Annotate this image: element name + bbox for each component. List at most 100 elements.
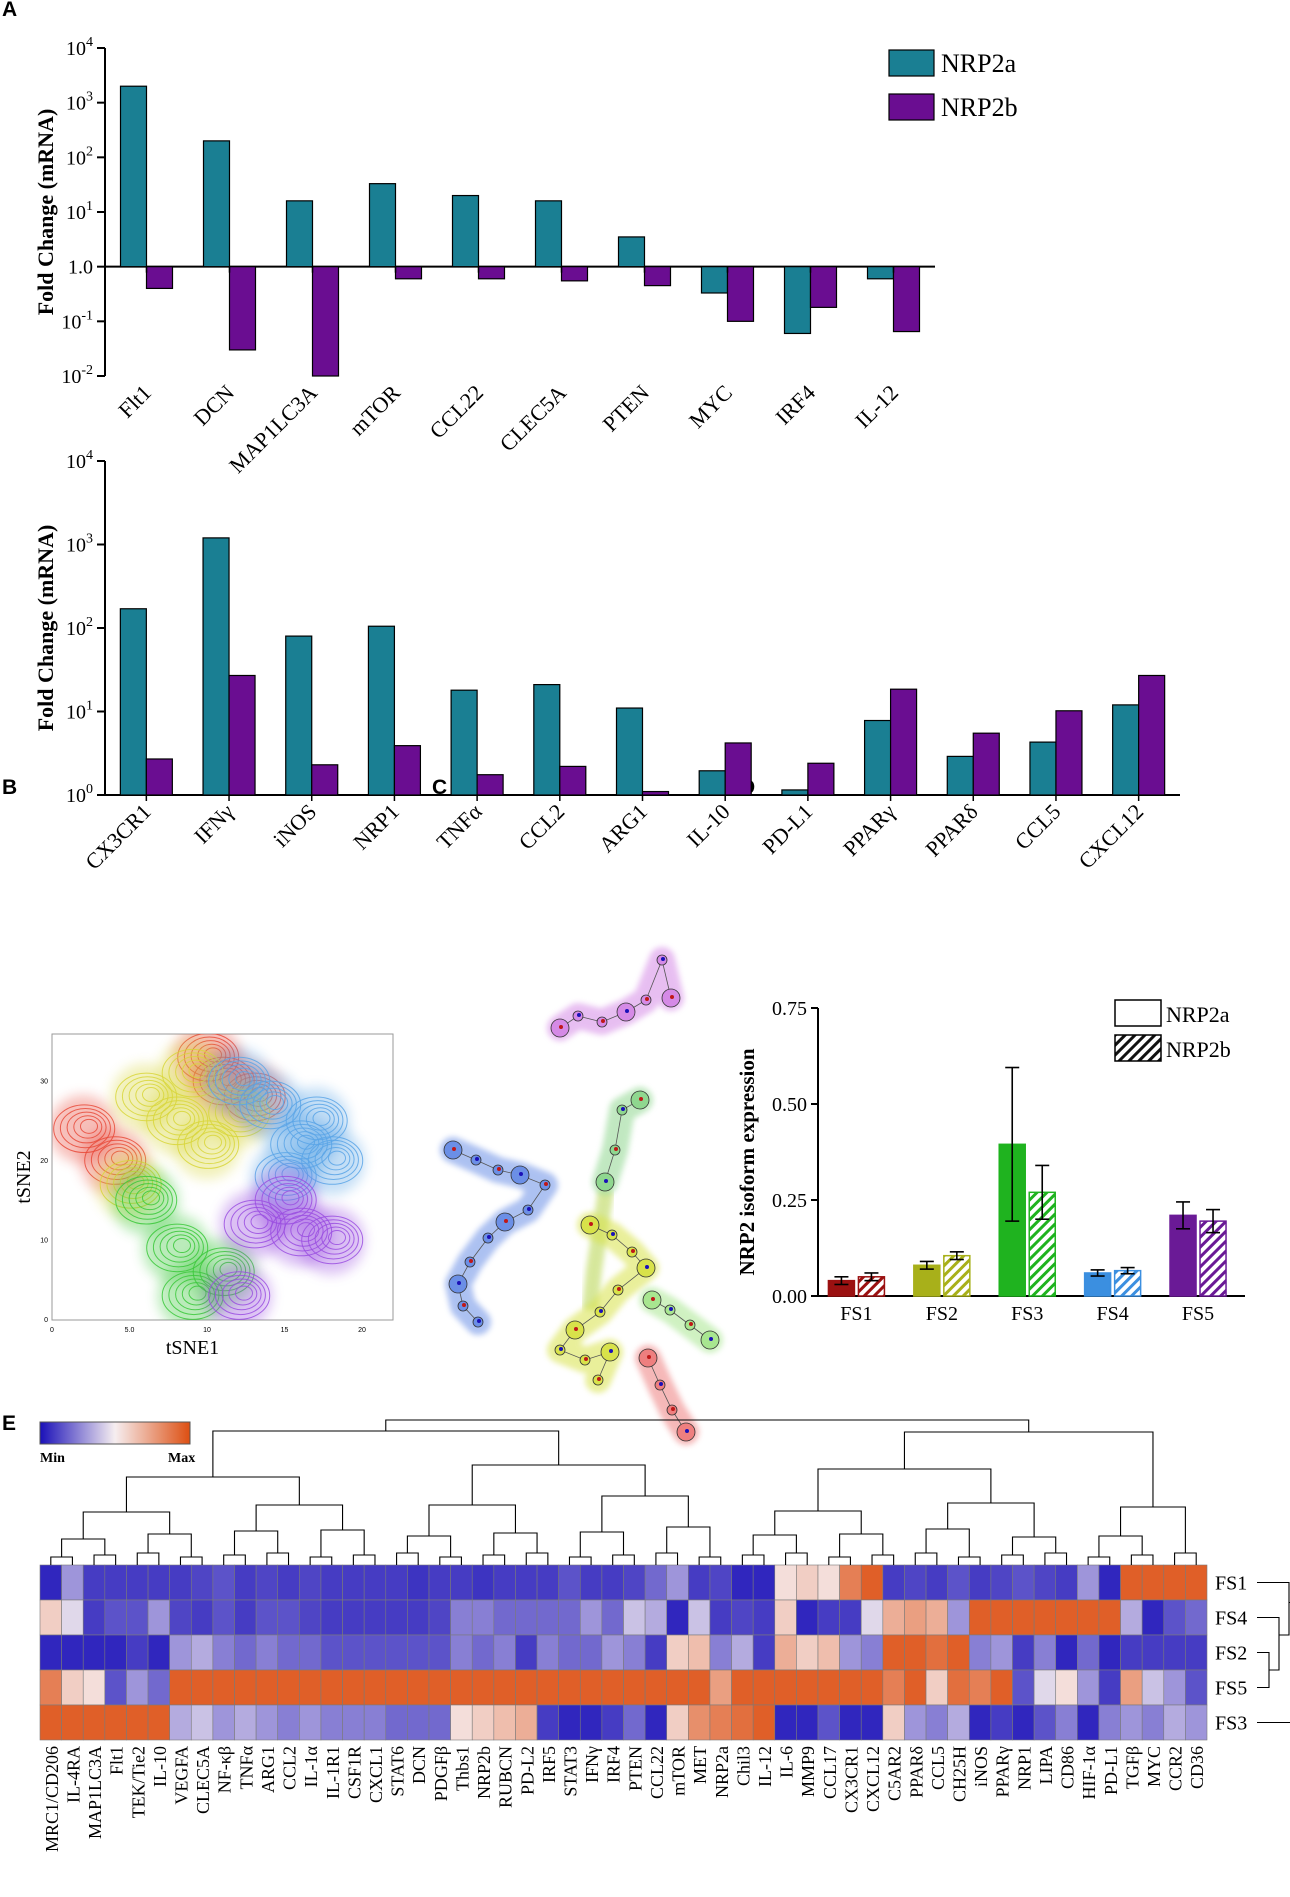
dendro-link	[1044, 1552, 1068, 1565]
x-tick-label: FS3	[1011, 1303, 1043, 1325]
heat-cell	[1033, 1564, 1057, 1601]
contour-line	[281, 1190, 300, 1206]
heat-cell	[817, 1634, 840, 1671]
tree-node-dot	[670, 995, 674, 999]
heat-cell	[1098, 1634, 1121, 1671]
heat-cell	[558, 1669, 581, 1706]
dendro-link	[957, 1556, 981, 1565]
dendro-link	[212, 1430, 560, 1477]
heat-cell	[299, 1599, 322, 1636]
heat-cell	[82, 1634, 106, 1671]
column-label: CD86	[1058, 1746, 1078, 1789]
dendro-link	[82, 1511, 171, 1539]
heat-cell	[147, 1704, 170, 1741]
heat-cell	[947, 1564, 970, 1601]
dendro-link	[396, 1552, 419, 1565]
heat-cell	[212, 1669, 235, 1706]
contour-line	[305, 1107, 335, 1131]
heat-cell	[471, 1669, 495, 1706]
legend-swatch-nrp2a	[1114, 999, 1162, 1027]
dendro-link	[482, 1554, 506, 1565]
column-label: STAT3	[560, 1746, 580, 1797]
tree-node-dot	[647, 1355, 651, 1359]
heat-cell	[82, 1564, 106, 1601]
heat-cell	[255, 1599, 279, 1636]
heat-cell	[1077, 1669, 1100, 1706]
column-label: IL-6	[777, 1746, 797, 1778]
bar-nrp2b-11	[1055, 710, 1083, 796]
heat-cell	[385, 1634, 408, 1671]
row-label: FS3	[1215, 1713, 1247, 1735]
heat-cell	[342, 1704, 365, 1741]
x-tick-label: MAP1LC3A	[224, 380, 322, 478]
contour-line	[59, 1108, 111, 1149]
heat-cell	[255, 1634, 279, 1671]
tree-node-dot	[609, 1349, 613, 1353]
bar-nrp2b-10	[972, 732, 1000, 796]
heat-cell	[407, 1599, 430, 1636]
column-label: CXCL1	[366, 1746, 386, 1803]
bar-nrp2b-0	[145, 758, 173, 796]
bar-nrp2a-6	[617, 236, 646, 268]
dendro-link	[1257, 1651, 1270, 1689]
tree-node-dot	[497, 1167, 501, 1171]
bar-nrp2b-0	[145, 266, 174, 290]
row-label: FS5	[1215, 1678, 1247, 1700]
chart-a2: 104 103 102 101 100 Fold Change (mRNA) CX3CR1 I…	[33, 448, 1180, 874]
heat-cell	[1120, 1564, 1143, 1601]
tree-node-dot	[661, 957, 665, 961]
contour-line	[328, 1150, 346, 1166]
heat-cell	[904, 1669, 927, 1706]
x-tick-label: CLEC5A	[495, 380, 572, 457]
contour-line	[121, 1179, 173, 1220]
heat-cell	[947, 1599, 970, 1636]
heat-cell	[385, 1599, 408, 1636]
dendro-link	[1001, 1554, 1024, 1565]
heat-cell	[104, 1704, 127, 1741]
row-label: FS1	[1215, 1573, 1247, 1595]
heat-cell	[947, 1669, 970, 1706]
dendro-link	[741, 1554, 765, 1565]
heat-cell	[1098, 1669, 1121, 1706]
x-tick-label: CXCL12	[1073, 799, 1148, 874]
heat-cell	[860, 1564, 884, 1601]
heat-cell	[558, 1564, 581, 1601]
y-axis-label: Fold Change (mRNA)	[33, 109, 58, 316]
tree-node-dot	[599, 1309, 603, 1313]
heat-cell	[1055, 1599, 1078, 1636]
x-tick-label: IL-10	[682, 799, 735, 852]
column-label: Chil3	[733, 1746, 753, 1786]
column-label: MYC	[1144, 1746, 1164, 1787]
heat-cell	[1098, 1704, 1121, 1741]
heat-cell	[363, 1599, 387, 1636]
column-label: TNFα	[236, 1745, 256, 1789]
bar-nrp2a-3	[367, 625, 396, 796]
x-tick-label: IFNγ	[189, 799, 239, 849]
bar-nrp2b-2	[311, 764, 339, 796]
heat-cell	[752, 1564, 776, 1601]
dendro-link	[1174, 1552, 1197, 1565]
bar-nrp2a-7	[698, 770, 726, 796]
dendro-link	[914, 1552, 938, 1565]
y-tick-label: 102	[66, 144, 93, 169]
chart-c-tree	[440, 947, 723, 1445]
heat-cell	[320, 1634, 343, 1671]
dendro-link	[179, 1556, 203, 1565]
heat-cell	[299, 1704, 322, 1741]
heat-cell	[925, 1634, 948, 1671]
heat-cell	[623, 1564, 646, 1601]
heat-cell	[1163, 1669, 1186, 1706]
contour-line	[221, 1278, 262, 1311]
bar-nrp2b-12	[1138, 674, 1166, 796]
tree-node-dot	[504, 1219, 508, 1223]
column-label: CCR2	[1166, 1746, 1186, 1791]
heat-cell	[234, 1599, 257, 1636]
heat-cell	[126, 1599, 149, 1636]
x-tick-label: CCL22	[425, 380, 488, 443]
bar-nrp2a-10	[946, 755, 974, 796]
heat-cell	[536, 1564, 559, 1601]
heat-cell	[515, 1599, 538, 1636]
column-label: IRF4	[604, 1746, 624, 1783]
column-label: CXCL12	[863, 1746, 883, 1812]
heat-cell	[968, 1669, 992, 1706]
